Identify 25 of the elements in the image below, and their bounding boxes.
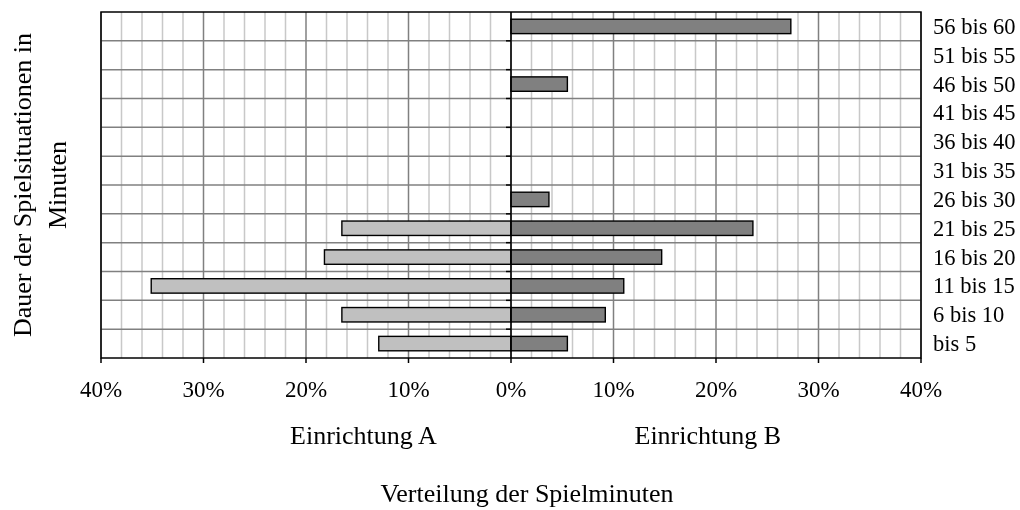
y-tick-label: 41 bis 45 <box>933 100 1016 126</box>
y-tick-label: 11 bis 15 <box>933 273 1015 299</box>
x-tick-label: 20% <box>694 377 738 402</box>
x-tick-label: 30% <box>182 377 225 402</box>
y-tick-label: 16 bis 20 <box>933 244 1016 270</box>
x-tick-label: 10% <box>592 377 635 402</box>
x-tick-label: 40% <box>79 377 123 402</box>
y-tick-label: 6 bis 10 <box>933 302 1005 328</box>
x-axis-title: Verteilung der Spielminuten <box>380 479 674 508</box>
text: Einrichtung B <box>634 421 782 450</box>
x-tick-label: 0% <box>495 377 527 402</box>
y-tick-label: 56 bis 60 <box>933 13 1016 39</box>
y-tick-label: 46 bis 50 <box>933 71 1016 97</box>
x-tick-label: 40% <box>899 377 943 402</box>
text: Einrichtung A <box>290 421 437 450</box>
y-tick-label: 51 bis 55 <box>933 42 1016 68</box>
x-tick-label: 20% <box>284 377 328 402</box>
y-tick-label: 26 bis 30 <box>933 186 1016 212</box>
y-tick-label: bis 5 <box>933 331 977 357</box>
x-tick-label: 30% <box>797 377 840 402</box>
y-axis-title: Dauer der Spielsituationen in Minuten <box>8 33 72 337</box>
x-tick-label: 10% <box>387 377 430 402</box>
y-tick-label: 36 bis 40 <box>933 129 1016 155</box>
y-tick-label: 21 bis 25 <box>933 215 1016 241</box>
y-tick-label: 31 bis 35 <box>933 158 1016 184</box>
